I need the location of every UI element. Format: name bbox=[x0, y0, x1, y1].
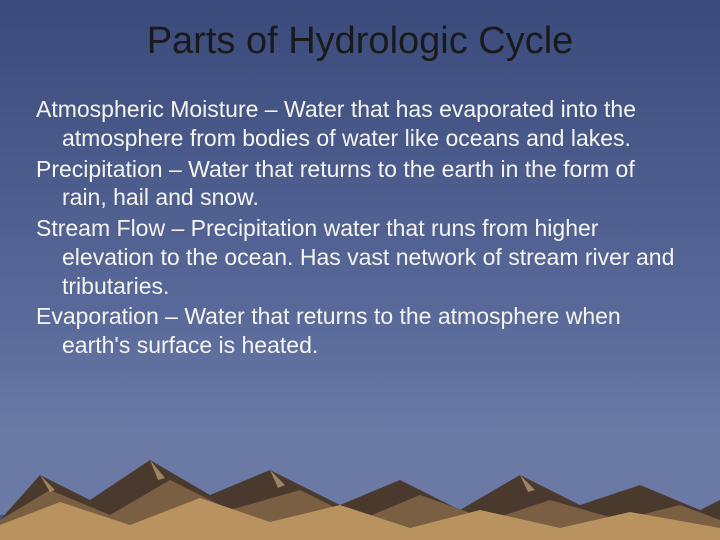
paragraph: Precipitation – Water that returns to th… bbox=[36, 155, 684, 213]
paragraph: Stream Flow – Precipitation water that r… bbox=[36, 214, 684, 300]
slide: Parts of Hydrologic Cycle Atmospheric Mo… bbox=[0, 0, 720, 540]
slide-title: Parts of Hydrologic Cycle bbox=[0, 20, 720, 63]
mountain-graphic bbox=[0, 420, 720, 540]
slide-body: Atmospheric Moisture – Water that has ev… bbox=[36, 95, 684, 362]
paragraph: Evaporation – Water that returns to the … bbox=[36, 302, 684, 360]
paragraph: Atmospheric Moisture – Water that has ev… bbox=[36, 95, 684, 153]
